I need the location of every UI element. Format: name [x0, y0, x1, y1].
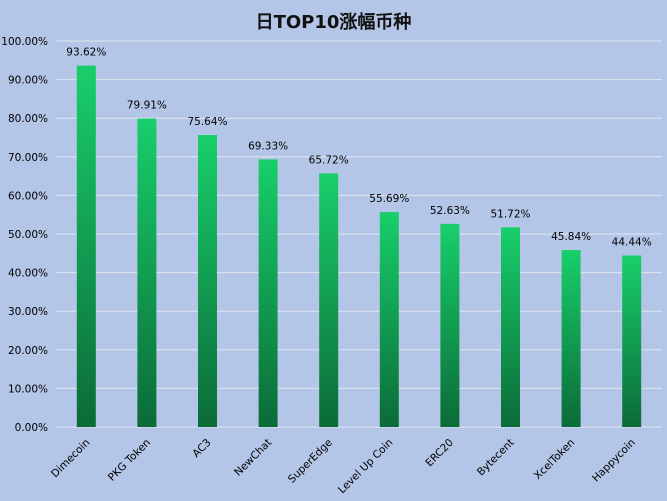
x-category-label: SuperEdge	[286, 437, 335, 486]
x-axis-category-labels: Dimecoin PKG Token AC3 NewChat SuperEdge Leve…	[49, 437, 638, 496]
data-label: 65.72%	[309, 154, 349, 166]
y-tick-label: 90.00%	[8, 75, 48, 87]
y-tick-label: 0.00%	[15, 422, 48, 434]
y-tick-label: 60.00%	[8, 190, 48, 202]
data-label: 79.91%	[127, 100, 167, 112]
bar	[319, 173, 339, 427]
y-axis-tick-labels: 0.00% 10.00% 20.00% 30.00% 40.00% 50.00% 60.00…	[1, 36, 48, 434]
y-tick-label: 70.00%	[8, 152, 48, 164]
x-category-label: Bytecent	[475, 437, 517, 479]
y-tick-label: 100.00%	[1, 36, 48, 48]
x-category-label: NewChat	[232, 437, 274, 479]
bar	[561, 250, 581, 427]
bar	[622, 255, 642, 427]
data-label: 51.72%	[490, 208, 530, 220]
y-tick-label: 10.00%	[8, 383, 48, 395]
x-category-label: XcelToken	[532, 437, 577, 482]
bar	[440, 223, 460, 427]
data-label: 52.63%	[430, 205, 470, 217]
bars	[76, 65, 642, 428]
data-label: 55.69%	[369, 193, 409, 205]
data-label: 44.44%	[612, 236, 652, 248]
data-label: 93.62%	[66, 47, 106, 59]
x-category-label: Level Up Coin	[336, 437, 395, 496]
x-category-label: Dimecoin	[49, 437, 92, 480]
data-labels: 93.62% 79.91% 75.64% 69.33% 65.72% 55.69% 52.6…	[66, 47, 651, 249]
gridlines	[56, 40, 662, 428]
x-category-label: ERC20	[423, 437, 456, 470]
bar	[198, 135, 217, 427]
bar	[76, 65, 96, 427]
y-tick-label: 50.00%	[8, 229, 48, 241]
data-label: 69.33%	[248, 140, 288, 152]
bar	[379, 212, 399, 427]
x-category-label: AC3	[190, 437, 213, 460]
bar	[258, 159, 278, 427]
y-tick-label: 40.00%	[8, 268, 48, 280]
y-tick-label: 20.00%	[8, 345, 48, 357]
y-tick-label: 30.00%	[8, 306, 48, 318]
x-category-label: PKG Token	[106, 437, 153, 484]
data-label: 75.64%	[187, 116, 227, 128]
data-label: 45.84%	[551, 231, 591, 243]
y-tick-label: 80.00%	[8, 113, 48, 125]
x-category-label: Happycoin	[590, 437, 638, 485]
chart-title: 日TOP10涨幅币种	[255, 12, 412, 33]
bar	[137, 118, 157, 428]
bar	[501, 227, 520, 427]
